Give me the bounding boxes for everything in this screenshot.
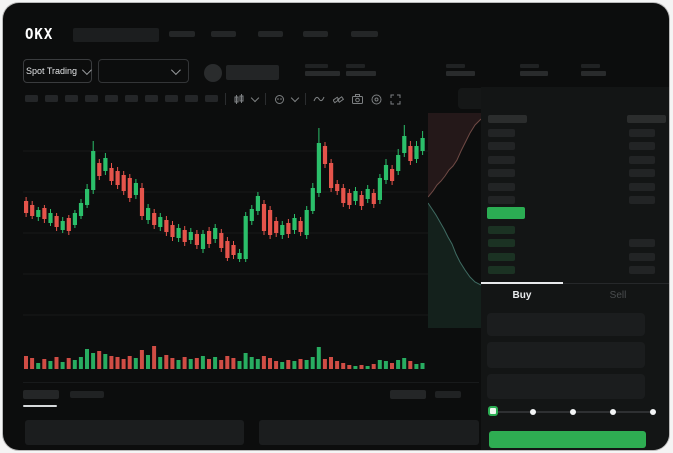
ask-row[interactable] xyxy=(488,155,666,164)
last-price-placeholder xyxy=(226,65,279,80)
nav-item[interactable] xyxy=(258,31,283,37)
bottom-filter[interactable] xyxy=(390,390,426,399)
order-total-field[interactable] xyxy=(487,374,645,399)
candlestick-chart[interactable] xyxy=(23,113,428,338)
camera-icon[interactable] xyxy=(351,93,363,105)
last-price-badge[interactable] xyxy=(487,207,525,219)
order-book-panel: Buy Sell xyxy=(481,87,669,450)
divider xyxy=(225,93,226,105)
nav-item[interactable] xyxy=(351,31,378,37)
ask-rows xyxy=(488,129,666,209)
slider-handle[interactable] xyxy=(488,406,498,416)
okx-logo[interactable]: OKX xyxy=(25,26,54,44)
ask-row[interactable] xyxy=(488,142,666,151)
interval-button[interactable] xyxy=(165,95,178,102)
divider xyxy=(481,283,669,284)
bottom-tab-active[interactable] xyxy=(23,390,59,399)
tab-sell[interactable]: Sell xyxy=(609,290,627,301)
interval-button[interactable] xyxy=(185,95,198,102)
depth-chart xyxy=(428,113,481,328)
interval-button[interactable] xyxy=(25,95,38,102)
app-window: OKX Spot Trading xyxy=(3,3,669,450)
divider xyxy=(265,93,266,105)
slider-stop[interactable] xyxy=(610,409,616,415)
ask-row[interactable] xyxy=(488,129,666,137)
orderbook-header xyxy=(488,115,666,123)
buy-submit-button[interactable] xyxy=(489,431,646,448)
ticker-stat xyxy=(520,64,548,76)
overlay-icon[interactable] xyxy=(273,93,285,105)
candle-style-icon[interactable] xyxy=(233,93,245,105)
market-type-selector[interactable]: Spot Trading xyxy=(23,59,92,83)
active-tab-underline xyxy=(481,282,563,284)
amount-slider[interactable] xyxy=(488,406,658,418)
chevron-down-icon[interactable] xyxy=(290,93,300,103)
active-tab-underline xyxy=(23,405,57,407)
bottom-tab[interactable] xyxy=(70,391,104,398)
chevron-down-icon xyxy=(81,64,92,75)
slider-stop[interactable] xyxy=(650,409,656,415)
interval-button[interactable] xyxy=(105,95,118,102)
divider xyxy=(305,93,306,105)
pair-coin-icon xyxy=(204,64,222,82)
bid-rows xyxy=(488,226,666,280)
slider-stop[interactable] xyxy=(530,409,536,415)
ticker-stat xyxy=(305,64,340,76)
chevron-down-icon xyxy=(170,64,181,75)
ticker-stat xyxy=(446,64,475,76)
bottom-filter[interactable] xyxy=(435,391,461,398)
open-orders-panel xyxy=(25,420,244,445)
tab-buy[interactable]: Buy xyxy=(512,290,532,301)
chevron-down-icon[interactable] xyxy=(250,93,260,103)
replay-icon[interactable] xyxy=(370,93,382,105)
ask-row[interactable] xyxy=(488,169,666,178)
search-input[interactable] xyxy=(73,28,159,42)
ask-row[interactable] xyxy=(488,195,666,204)
nav-item[interactable] xyxy=(169,31,195,37)
fullscreen-icon[interactable] xyxy=(389,93,401,105)
slider-stop[interactable] xyxy=(570,409,576,415)
order-price-field[interactable] xyxy=(487,313,645,336)
market-type-label: Spot Trading xyxy=(25,66,78,76)
pair-selector[interactable] xyxy=(98,59,189,83)
interval-button[interactable] xyxy=(205,95,218,102)
ticker-stat xyxy=(581,64,606,76)
interval-buttons xyxy=(25,95,218,102)
order-amount-field[interactable] xyxy=(487,342,645,368)
volume-bars xyxy=(24,346,425,369)
ask-row[interactable] xyxy=(488,182,666,191)
bid-row[interactable] xyxy=(488,252,666,261)
nav-item[interactable] xyxy=(303,31,328,37)
interval-button[interactable] xyxy=(45,95,58,102)
nav-item[interactable] xyxy=(211,31,236,37)
bid-row[interactable] xyxy=(488,226,666,234)
indicators-icon[interactable] xyxy=(313,93,325,105)
chart-toolbar xyxy=(225,91,401,107)
interval-button[interactable] xyxy=(65,95,78,102)
compare-icon[interactable] xyxy=(332,93,344,105)
ticker-stat xyxy=(346,64,376,76)
interval-button[interactable] xyxy=(145,95,158,102)
order-history-panel xyxy=(259,420,479,445)
interval-button[interactable] xyxy=(85,95,98,102)
divider xyxy=(23,382,479,383)
bid-row[interactable] xyxy=(488,266,666,275)
interval-button[interactable] xyxy=(125,95,138,102)
bid-row[interactable] xyxy=(488,239,666,248)
